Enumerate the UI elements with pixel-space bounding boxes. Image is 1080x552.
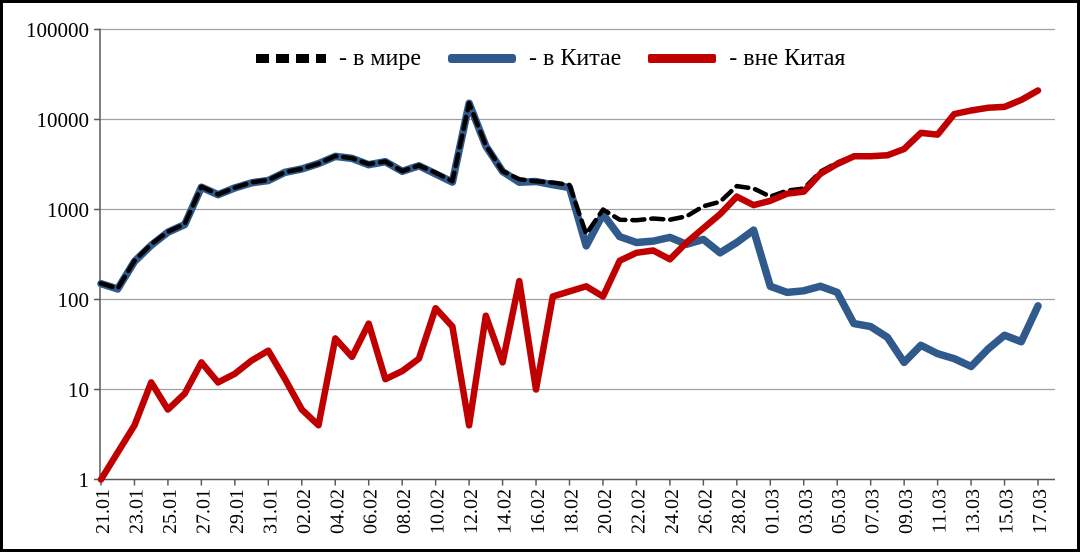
series-line-вне-Китая bbox=[97, 87, 1042, 483]
x-tick-label: 26.02 bbox=[694, 489, 716, 534]
x-tick-label: 13.03 bbox=[962, 489, 984, 534]
x-tick-label: 03.03 bbox=[795, 489, 817, 534]
y-tick-label: 10 bbox=[68, 378, 89, 402]
legend-label-outside: - вне Китая bbox=[729, 45, 846, 71]
x-tick-label: 15.03 bbox=[996, 489, 1018, 534]
x-tick-label: 02.02 bbox=[293, 489, 315, 534]
y-tick-label: 100 bbox=[58, 288, 90, 312]
y-tick-label: 1000 bbox=[47, 198, 89, 222]
x-tick-label: 05.03 bbox=[828, 489, 850, 534]
x-tick-label: 09.03 bbox=[895, 489, 917, 534]
x-tick-label: 06.02 bbox=[360, 489, 382, 534]
world-dashed-line-swatch bbox=[256, 54, 326, 63]
x-tick-label: 12.02 bbox=[460, 489, 482, 534]
x-tick-label: 31.01 bbox=[259, 489, 281, 534]
china-line-swatch bbox=[448, 54, 517, 63]
y-tick-label: 100000 bbox=[26, 18, 89, 42]
x-tick-label: 25.01 bbox=[159, 489, 181, 534]
series-line-в-Китае bbox=[97, 99, 1042, 371]
x-tick-label: 29.01 bbox=[226, 489, 248, 534]
x-tick-label: 18.02 bbox=[561, 489, 583, 534]
log-line-chart: 1 10 100 1000 10000 100000 21.01 23.01 25.01 27.0… bbox=[26, 18, 1055, 534]
x-tick-label: 01.03 bbox=[761, 489, 783, 534]
x-tick-label: 21.01 bbox=[92, 489, 114, 534]
x-tick-label: 07.03 bbox=[862, 489, 884, 534]
chart-legend: - в мире - в Китае - вне Китая bbox=[256, 45, 859, 72]
x-tick-label: 17.03 bbox=[1029, 489, 1051, 534]
y-tick-label: 1 bbox=[79, 468, 90, 492]
x-tick-label: 11.03 bbox=[929, 489, 951, 533]
outside-china-line-swatch bbox=[648, 54, 717, 63]
x-tick-label: 14.02 bbox=[494, 489, 516, 534]
y-tick-label: 10000 bbox=[37, 108, 90, 132]
x-tick-label: 27.01 bbox=[192, 489, 214, 534]
x-tick-label: 22.02 bbox=[627, 489, 649, 534]
x-tick-label: 28.02 bbox=[728, 489, 750, 534]
x-tick-label: 10.02 bbox=[427, 489, 449, 534]
legend-label-china: - в Китае bbox=[529, 45, 622, 71]
x-tick-label: 16.02 bbox=[527, 489, 549, 534]
x-tick-label: 20.02 bbox=[594, 489, 616, 534]
x-tick-label: 23.01 bbox=[125, 489, 147, 534]
x-tick-label: 24.02 bbox=[661, 489, 683, 534]
legend-label-world: - в мире bbox=[339, 45, 422, 71]
x-tick-label: 08.02 bbox=[393, 489, 415, 534]
x-tick-label: 04.02 bbox=[326, 489, 348, 534]
